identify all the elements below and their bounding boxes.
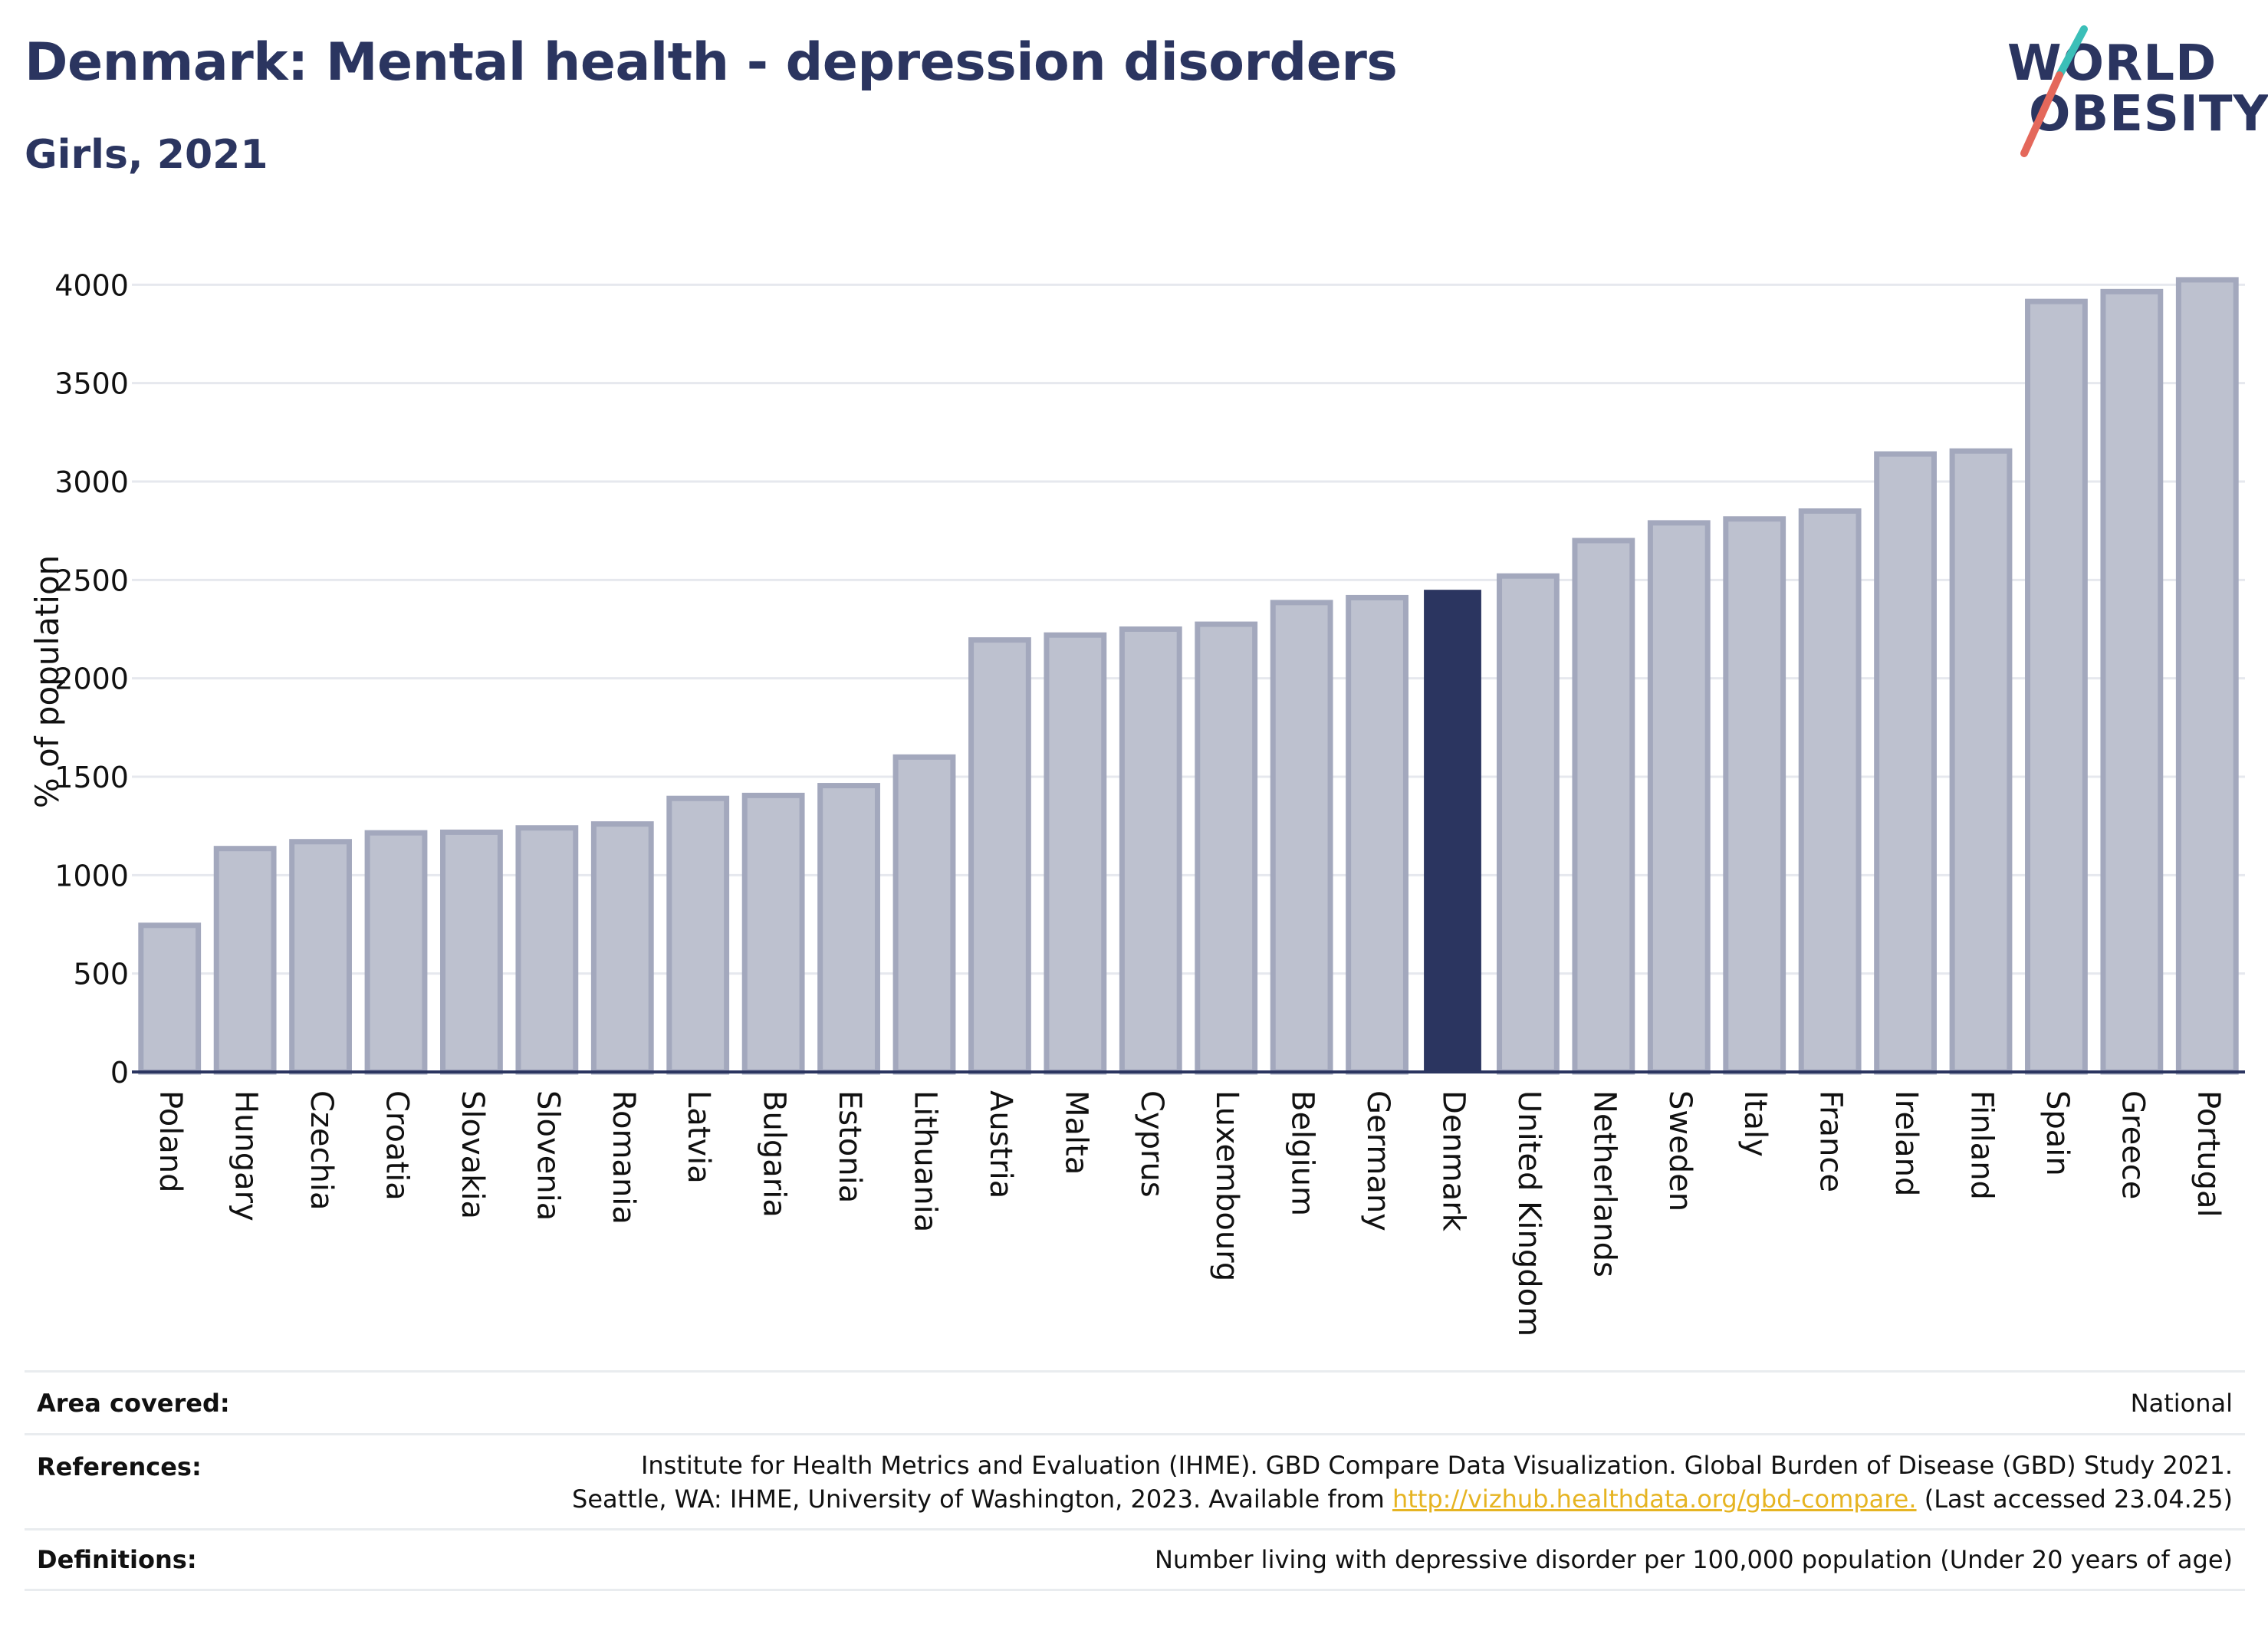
chart-subtitle: Girls, 2021	[25, 132, 268, 178]
bar	[440, 829, 503, 1075]
y-tick-label: 2500	[54, 564, 129, 597]
bar	[1723, 516, 1786, 1075]
references-label: References:	[37, 1452, 202, 1481]
bar	[1346, 594, 1408, 1075]
x-tick-label: Italy	[1737, 1090, 1773, 1157]
bar-chart: 0 500 1000 1500 2000 2500 3000 3500 4000 % of pop…	[28, 268, 2245, 1336]
bar	[1195, 621, 1258, 1075]
x-tick-label: Spain	[2040, 1090, 2075, 1176]
x-tick-label: France	[1813, 1090, 1849, 1192]
x-tick-label: Latvia	[681, 1090, 716, 1184]
y-tick-label: 4000	[54, 268, 129, 302]
logo-word-obesity: OBESITY	[2029, 86, 2268, 143]
bar	[1572, 538, 1635, 1075]
bar	[590, 821, 654, 1075]
x-tick-label: Denmark	[1436, 1090, 1471, 1232]
references-line-1: Institute for Health Metrics and Evaluat…	[640, 1450, 2233, 1480]
definitions-label: Definitions:	[37, 1545, 197, 1574]
x-tick-label: Belgium	[1285, 1090, 1320, 1216]
bar	[515, 825, 579, 1075]
x-tick-label: Poland	[153, 1090, 188, 1193]
x-tick-label: Malta	[1058, 1090, 1093, 1175]
x-tick-label: Ireland	[1888, 1090, 1924, 1196]
x-tick-label: United Kingdom	[1511, 1090, 1547, 1336]
bar	[1949, 448, 2013, 1075]
bar	[138, 922, 202, 1075]
y-tick-label: 3000	[54, 465, 129, 499]
bar	[1270, 600, 1333, 1075]
bar	[1044, 632, 1107, 1075]
x-tick-label: Sweden	[1662, 1090, 1698, 1212]
y-tick-label: 0	[110, 1056, 129, 1090]
x-tick-label: Finland	[1964, 1090, 2000, 1200]
x-tick-label: Croatia	[380, 1090, 415, 1201]
logo-slash-icon	[2020, 25, 2088, 157]
bar	[364, 830, 428, 1075]
definitions-value: Number living with depressive disorder p…	[1154, 1545, 2233, 1574]
bar	[2175, 277, 2239, 1075]
bar	[213, 846, 277, 1075]
bar	[2025, 298, 2088, 1075]
bar	[1424, 590, 1481, 1072]
x-tick-label: Luxembourg	[1209, 1090, 1244, 1281]
references-line-2-prefix: Seattle, WA: IHME, University of Washing…	[572, 1484, 1392, 1514]
bar	[666, 795, 730, 1075]
references-link[interactable]: http://vizhub.healthdata.org/gbd-compare…	[1392, 1484, 1917, 1514]
bar	[892, 754, 956, 1075]
y-axis-label: % of population	[28, 555, 66, 809]
x-tick-label: Hungary	[228, 1090, 264, 1221]
references-line-2-suffix: (Last accessed 23.04.25)	[1916, 1484, 2233, 1514]
x-tick-label: Estonia	[832, 1090, 867, 1203]
x-tick-label: Portugal	[2191, 1090, 2226, 1218]
x-tick-label: Slovenia	[530, 1090, 565, 1221]
x-tick-label: Romania	[606, 1090, 641, 1225]
references-value: Institute for Health Metrics and Evaluat…	[572, 1448, 2233, 1516]
x-tick-label: Netherlands	[1586, 1090, 1622, 1277]
footer-row-area: Area covered: National	[25, 1370, 2245, 1433]
bar	[2100, 288, 2164, 1075]
y-tick-label: 1500	[54, 761, 129, 794]
x-tick-label: Germany	[1360, 1090, 1395, 1231]
bar	[817, 783, 880, 1075]
bar	[1647, 520, 1711, 1075]
footer-row-definitions: Definitions: Number living with depressi…	[25, 1528, 2245, 1591]
bar	[1497, 573, 1560, 1075]
footer-row-references: References: Institute for Health Metrics…	[25, 1433, 2245, 1528]
x-tick-label: Lithuania	[908, 1090, 943, 1232]
x-tick-label: Greece	[2115, 1090, 2150, 1199]
bar	[968, 637, 1031, 1075]
y-tick-label: 1000	[54, 859, 129, 893]
chart-title: Denmark: Mental health - depression diso…	[25, 32, 1398, 93]
area-covered-label: Area covered:	[37, 1388, 230, 1418]
bar	[1798, 508, 1862, 1075]
y-tick-label: 3500	[54, 367, 129, 401]
area-covered-value: National	[2130, 1388, 2233, 1418]
bar	[1119, 626, 1182, 1075]
x-tick-label: Bulgaria	[757, 1090, 792, 1218]
bar	[1874, 451, 1937, 1075]
y-tick-label: 500	[73, 958, 129, 991]
bar	[289, 839, 352, 1075]
logo-word-world: WORLD	[2007, 35, 2217, 92]
x-tick-label: Czechia	[304, 1090, 339, 1211]
chart-footer: Area covered: National References: Insti…	[25, 1370, 2245, 1591]
x-tick-label: Slovakia	[455, 1090, 490, 1219]
bar	[741, 792, 805, 1075]
x-tick-label: Austria	[983, 1090, 1018, 1198]
world-obesity-logo: WORLD OBESITY	[1994, 23, 2268, 161]
references-line-2: Seattle, WA: IHME, University of Washing…	[572, 1482, 2233, 1516]
x-tick-label: Cyprus	[1134, 1090, 1169, 1198]
y-tick-label: 2000	[54, 662, 129, 696]
